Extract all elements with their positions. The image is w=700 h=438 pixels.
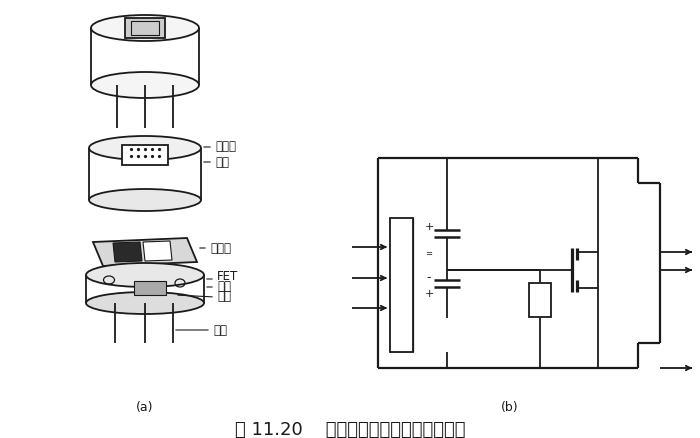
Text: 引线: 引线 bbox=[213, 324, 227, 336]
Text: 高阻: 高阻 bbox=[217, 290, 231, 304]
Ellipse shape bbox=[89, 136, 201, 160]
Text: +: + bbox=[424, 222, 434, 232]
Ellipse shape bbox=[86, 292, 204, 314]
Text: 图 11.20    热释电人体红外传感器的结构: 图 11.20 热释电人体红外传感器的结构 bbox=[234, 421, 466, 438]
Polygon shape bbox=[122, 145, 168, 165]
Text: -: - bbox=[427, 272, 431, 285]
Polygon shape bbox=[125, 18, 165, 38]
Text: =: = bbox=[426, 250, 433, 258]
Polygon shape bbox=[134, 281, 166, 295]
Polygon shape bbox=[390, 218, 413, 352]
Ellipse shape bbox=[91, 72, 199, 98]
Text: 滤光片: 滤光片 bbox=[215, 141, 236, 153]
Text: 管帽: 管帽 bbox=[215, 155, 229, 169]
Polygon shape bbox=[93, 238, 197, 266]
Text: +: + bbox=[424, 289, 434, 299]
Text: (a): (a) bbox=[136, 402, 154, 414]
Text: FET: FET bbox=[217, 271, 238, 283]
Polygon shape bbox=[143, 241, 172, 261]
Text: (b): (b) bbox=[501, 402, 519, 414]
Ellipse shape bbox=[89, 189, 201, 211]
Polygon shape bbox=[113, 242, 142, 262]
Ellipse shape bbox=[86, 263, 204, 287]
Ellipse shape bbox=[91, 15, 199, 41]
Text: 管座: 管座 bbox=[217, 280, 231, 293]
Text: 敏感元: 敏感元 bbox=[210, 241, 231, 254]
